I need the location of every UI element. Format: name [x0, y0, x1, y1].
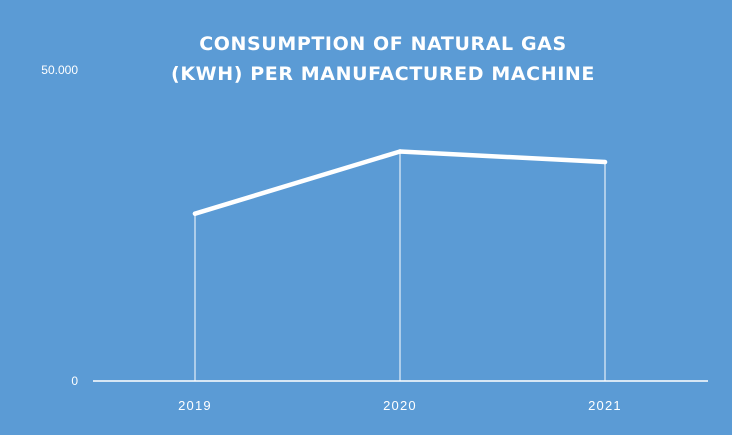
chart-title: CONSUMPTION OF NATURAL GAS (KWH) PER MAN… — [171, 33, 595, 85]
x-axis-tick-labels: 2019 2020 2021 — [178, 398, 622, 413]
x-tick-label: 2021 — [588, 398, 622, 413]
y-tick-label: 50.000 — [41, 63, 78, 77]
drop-lines — [194, 151, 606, 381]
series — [192, 149, 608, 216]
x-tick-label: 2020 — [383, 398, 417, 413]
x-tick-label: 2019 — [178, 398, 212, 413]
data-point — [602, 159, 608, 165]
data-point — [192, 211, 198, 216]
chart-title-line-2: (KWH) PER MANUFACTURED MACHINE — [171, 63, 595, 85]
data-point — [397, 149, 403, 154]
y-axis-tick-labels: 0 50.000 — [41, 63, 78, 388]
y-tick-label: 0 — [71, 374, 78, 388]
chart-title-line-1: CONSUMPTION OF NATURAL GAS — [199, 33, 567, 55]
